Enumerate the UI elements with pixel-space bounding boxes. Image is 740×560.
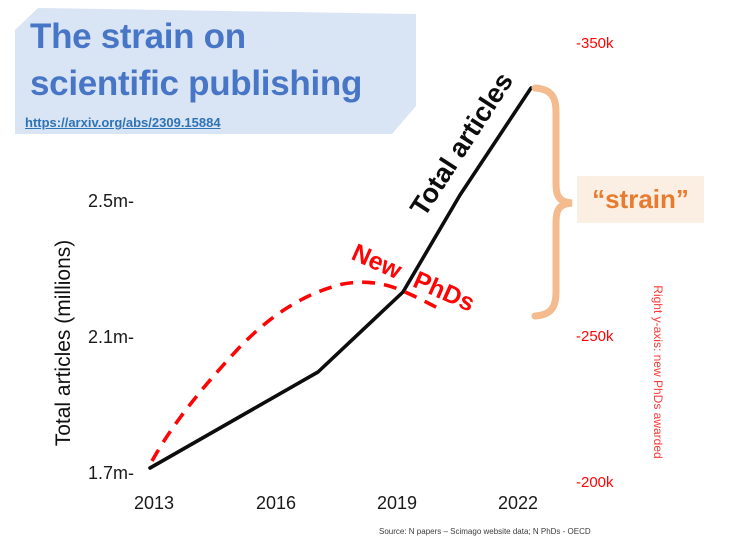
strain-callout: “strain”	[577, 176, 704, 223]
x-tick-2013: 2013	[133, 493, 175, 513]
left-tick-2-5m: 2.5m-	[87, 191, 134, 211]
left-tick-1-7m: 1.7m-	[87, 463, 134, 483]
x-tick-2016: 2016	[255, 493, 297, 513]
total-articles-line	[148, 86, 533, 470]
right-tick-250k: -250k	[576, 328, 614, 345]
right-tick-200k: -200k	[576, 474, 614, 491]
brace-icon	[531, 84, 573, 320]
strain-label: “strain”	[592, 184, 689, 214]
right-tick-350k: -350k	[576, 35, 614, 52]
x-tick-2022: 2022	[497, 493, 539, 513]
right-axis-title: Right y-axis: new PhDs awarded	[651, 285, 665, 459]
source-note: Source: N papers – Scimago website data;…	[379, 527, 591, 536]
new-phds-line	[150, 280, 444, 462]
left-axis-title: Total articles (millions)	[52, 239, 75, 447]
arxiv-link[interactable]: https://arxiv.org/abs/2309.15884	[25, 115, 221, 130]
title-banner: The strain on scientific publishing http…	[15, 8, 416, 134]
slide-title: The strain on scientific publishing	[30, 17, 363, 103]
left-tick-2-1m: 2.1m-	[87, 327, 134, 347]
x-tick-2019: 2019	[376, 493, 418, 513]
